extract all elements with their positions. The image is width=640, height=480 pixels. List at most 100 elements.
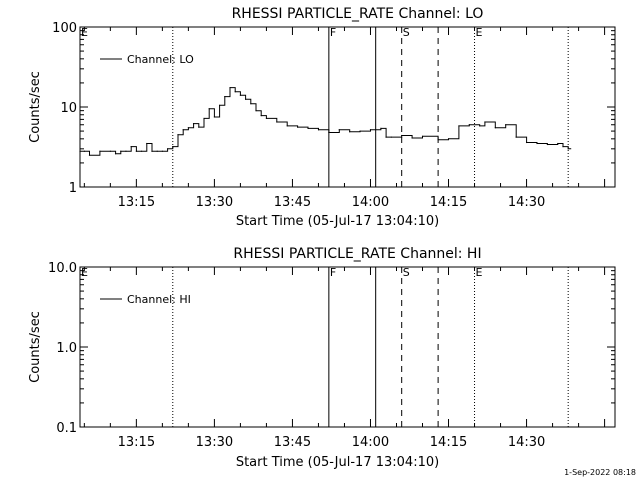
event-marker-label: E [476, 266, 483, 279]
data-point [219, 104, 221, 106]
data-point [505, 124, 507, 126]
data-point [125, 150, 127, 152]
data-point [468, 124, 470, 126]
event-marker-label: F [330, 26, 336, 39]
x-tick-label: 14:00 [352, 435, 389, 450]
data-point [130, 145, 132, 148]
data-point [234, 91, 236, 93]
data-point [187, 127, 189, 129]
data-point [286, 125, 288, 127]
y-tick-label: 10 [60, 101, 77, 116]
data-point [276, 121, 278, 123]
event-marker-label: S [403, 26, 410, 39]
data-point [567, 148, 569, 150]
data-point [250, 103, 252, 105]
data-point [151, 150, 153, 152]
chart-title: RHESSI PARTICLE_RATE Channel: LO [232, 6, 484, 22]
data-point [359, 130, 361, 132]
data-point [166, 148, 169, 150]
x-tick-label: 13:15 [118, 435, 155, 450]
data-point [114, 153, 117, 155]
data-point [338, 129, 340, 131]
y-tick-label: 10.0 [48, 261, 77, 276]
y-axis-label: Counts/sec [28, 71, 43, 143]
plot-frame [79, 266, 616, 428]
data-point [390, 136, 392, 138]
data-point [562, 145, 564, 148]
x-tick-label: 14:30 [508, 435, 545, 450]
data-point [546, 143, 548, 146]
x-tick-label: 14:15 [430, 435, 467, 450]
hi-channel-panel: RHESSI PARTICLE_RATE Channel: HI 0.1 1.0 10… [28, 246, 616, 470]
data-point [99, 150, 101, 152]
event-marker-label: E [81, 266, 88, 279]
data-point [557, 142, 559, 145]
y-tick-label: 1 [69, 181, 77, 196]
x-tick-label: 14:00 [352, 195, 389, 210]
data-point [421, 135, 424, 137]
data-point [192, 123, 195, 125]
data-point [255, 110, 257, 112]
event-marker-label: S [403, 266, 410, 279]
data-point [307, 127, 309, 130]
data-point [203, 117, 205, 120]
data-point [161, 150, 163, 152]
data-point [385, 136, 387, 138]
data-point [79, 150, 81, 152]
x-tick-label: 13:45 [274, 435, 311, 450]
data-point [411, 137, 413, 139]
x-axis-label: Start Time (05-Jul-17 13:04:10) [236, 455, 439, 470]
data-point [224, 95, 226, 98]
y-tick-label: 0.1 [56, 421, 77, 436]
data-point [265, 117, 268, 120]
data-point [536, 142, 538, 145]
y-tick-label: 100 [52, 21, 77, 36]
data-point [297, 126, 299, 128]
data-point [135, 150, 137, 152]
legend-entry: Channel: HI [127, 293, 191, 306]
data-point [260, 115, 262, 117]
data-point [229, 86, 231, 89]
data-point [88, 154, 91, 156]
data-point [156, 150, 158, 152]
data-point [317, 129, 320, 131]
data-point [182, 129, 184, 131]
data-point [120, 150, 122, 152]
data-point [146, 142, 148, 145]
data-point [401, 134, 403, 137]
event-marker-label: E [476, 26, 483, 39]
data-point [239, 94, 242, 96]
footer-timestamp: 1-Sep-2022 08:18 [564, 468, 636, 477]
x-axis-label: Start Time (05-Jul-17 13:04:10) [236, 214, 439, 229]
chart-title: RHESSI PARTICLE_RATE Channel: HI [233, 246, 481, 262]
data-point [328, 131, 330, 134]
data-point [213, 116, 216, 118]
x-tick-label: 13:15 [118, 195, 155, 210]
data-point [245, 98, 247, 100]
legend-entry: Channel: LO [127, 53, 194, 66]
data-point [349, 131, 351, 133]
data-point [208, 108, 210, 110]
data-point [494, 127, 496, 129]
data-point [369, 129, 372, 131]
data-point [140, 150, 143, 152]
data-point [458, 125, 460, 127]
data-point [479, 125, 481, 127]
data-point [380, 127, 382, 130]
data-point [484, 121, 486, 123]
plot-frame [79, 26, 616, 188]
x-tick-label: 14:15 [430, 195, 467, 210]
data-point [109, 150, 111, 152]
event-marker-label: E [81, 26, 88, 39]
x-tick-label: 13:45 [274, 195, 311, 210]
data-point [447, 138, 450, 140]
data-point [172, 145, 174, 148]
x-tick-label: 13:30 [196, 195, 233, 210]
data-point [177, 134, 179, 136]
y-tick-label: 1.0 [56, 341, 77, 356]
data-point [437, 139, 439, 141]
series-line-0 [80, 87, 572, 156]
x-tick-label: 14:30 [508, 195, 545, 210]
x-tick-label: 13:30 [196, 435, 233, 450]
